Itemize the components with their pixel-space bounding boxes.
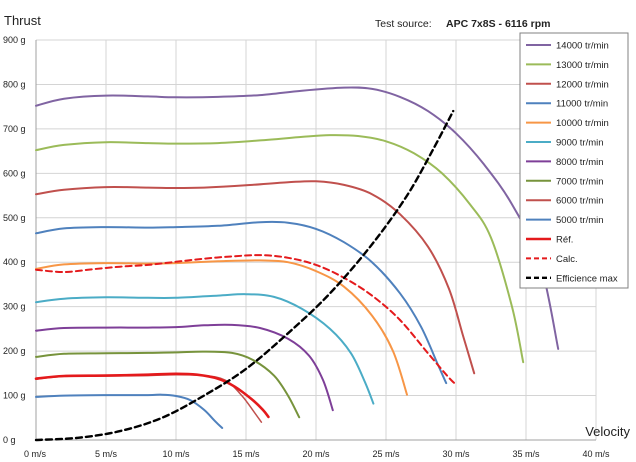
series-line-7000-tr-min [35,350,301,419]
series-lines [34,86,560,442]
y-axis-title: Thrust [4,13,41,28]
series-line-13000-tr-min [35,134,525,364]
series-line-efficience-max [34,109,455,442]
legend-label: 8000 tr/min [556,157,604,168]
legend-label: 6000 tr/min [556,196,604,207]
series-line-5000-tr-min [35,393,224,429]
series-line-14000-tr-min [35,86,560,350]
legend-label: 12000 tr/min [556,79,609,90]
legend-label: 11000 tr/min [556,99,608,110]
source-value: APC 7x8S - 6116 rpm [446,18,550,30]
legend-label: Calc. [556,254,578,265]
x-tick-label: 30 m/s [442,449,470,459]
series-line-10000-tr-min [35,259,408,396]
legend: 14000 tr/min 13000 tr/min 12000 tr/min 1100… [519,32,629,289]
legend-label: Réf. [556,235,573,246]
legend-label: 7000 tr/min [556,176,604,187]
legend-label: 10000 tr/min [556,118,609,129]
series-line-8000-tr-min [35,323,334,412]
x-tick-label: 35 m/s [512,449,540,459]
legend-label: 5000 tr/min [556,215,604,226]
y-tick-label: 300 g [3,302,26,312]
grid [35,39,597,441]
y-tick-label: 700 g [3,124,26,134]
series-line-11000-tr-min [35,220,448,385]
legend-label: Efficience max [556,273,618,284]
x-tick-label: 20 m/s [302,449,330,459]
x-tick-label: 25 m/s [372,449,400,459]
x-tick-label: 15 m/s [232,449,260,459]
x-tick-label: 5 m/s [95,449,118,459]
series-line-calc [35,254,457,386]
legend-label: 14000 tr/min [556,41,609,52]
x-axis-title: Velocity [585,424,630,439]
series-line-r-f [34,372,270,419]
y-tick-label: 0 g [3,435,16,445]
y-tick-label: 100 g [3,391,26,401]
x-tick-label: 40 m/s [582,449,610,459]
y-tick-label: 500 g [3,213,26,223]
y-tick-label: 600 g [3,168,26,178]
y-tick-label: 900 g [3,35,26,45]
series-line-12000-tr-min [35,180,476,375]
legend-label: 9000 tr/min [556,138,604,149]
x-tick-label: 10 m/s [162,449,190,459]
y-tick-label: 400 g [3,257,26,267]
y-tick-label: 200 g [3,346,26,356]
series-line-9000-tr-min [35,293,375,405]
x-tick-label: 0 m/s [24,449,47,459]
y-tick-label: 800 g [3,79,26,89]
legend-box [519,32,629,289]
tick-labels: 0 g 100 g 200 g 300 g 400 g 500 g 600 g 700 g 80… [3,35,610,459]
source-label: Test source: [375,18,432,30]
legend-label: 13000 tr/min [556,60,609,71]
